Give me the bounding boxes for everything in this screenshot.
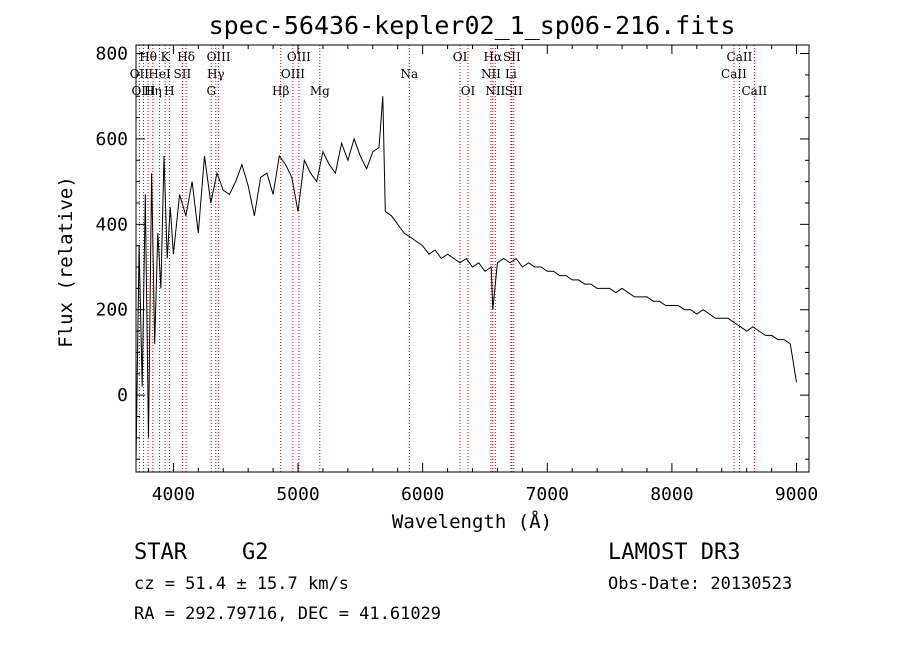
line-id-label: CaII [727,50,753,64]
line-id-label: OIII [207,50,231,64]
line-id-label: G [206,84,216,98]
line-id-label: NII [481,67,501,81]
spectrum-series-line [135,96,797,464]
survey-name: LAMOST DR3 [608,540,740,565]
line-id-label: Hβ [272,84,289,98]
x-tick-label: 9000 [775,484,818,505]
y-tick-label: 400 [95,214,128,235]
line-id-markers [138,45,755,472]
redshift-text: cz = 51.4 ± 15.7 km/s [134,574,349,594]
object-class: STAR [134,540,188,565]
line-id-label: HeI [148,67,171,81]
line-id-label: H [164,84,174,98]
line-id-label: OIII [287,50,311,64]
y-axis: 0 200 400 600 800 [95,44,809,460]
line-id-label: Hα [484,50,503,64]
line-id-label: K [161,50,171,64]
obs-date-text: Obs-Date: 20130523 [608,574,792,594]
line-id-label: CaII [741,84,767,98]
line-id-label: Hδ [177,50,195,64]
coordinates-text: RA = 292.79716, DEC = 41.61029 [134,604,441,624]
line-id-label: OIII [281,67,305,81]
line-id-label: Li [505,67,517,81]
y-axis-label: Flux (relative) [55,176,77,348]
x-tick-label: 6000 [401,484,444,505]
line-id-label: SII [174,67,192,81]
line-id-label: Hη [144,84,162,98]
line-id-label: NII [485,84,505,98]
x-axis-label: Wavelength (Å) [392,510,552,533]
line-id-label: SII [503,50,521,64]
y-tick-label: 600 [95,129,128,150]
x-axis: 4000 5000 6000 7000 8000 9000 [147,45,818,505]
chart-title: spec-56436-kepler02_1_sp06-216.fits [209,11,736,40]
line-id-label: OIII [131,84,155,98]
plot-frame [135,44,810,473]
y-tick-label: 0 [117,385,128,406]
line-id-label: OII [130,67,150,81]
spectral-subclass: G2 [242,540,269,565]
line-id-label: CaII [721,67,747,81]
line-id-label: Mg [310,84,330,98]
line-id-label: Hθ [139,50,157,64]
x-tick-label: 7000 [526,484,569,505]
line-id-label: SII [505,84,523,98]
x-tick-label: 4000 [152,484,195,505]
line-id-label: OI [453,50,468,64]
x-tick-label: 5000 [276,484,319,505]
y-tick-label: 800 [95,44,128,65]
line-id-label: Hγ [207,67,225,81]
line-id-label: Na [400,67,418,81]
x-tick-label: 8000 [650,484,693,505]
y-tick-label: 200 [95,300,128,321]
line-id-label: OI [461,84,476,98]
